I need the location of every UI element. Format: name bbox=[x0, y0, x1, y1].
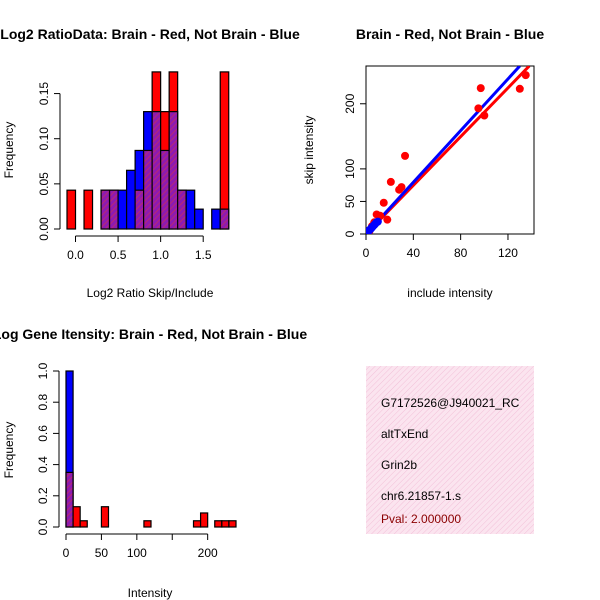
panel-intensity-histogram: Log Gene Itensity: Brain - Red, Not Brai… bbox=[0, 326, 307, 600]
point-brain-9 bbox=[397, 183, 406, 192]
bar-overlap-0-18 bbox=[219, 208, 230, 230]
y-tick-label-2-0: 0.0 bbox=[36, 518, 50, 535]
scatter-y-tick-label-1: 50 bbox=[343, 194, 357, 208]
bar-brain-0-18 bbox=[219, 71, 230, 230]
bar-brain-2-19 bbox=[199, 512, 209, 528]
point-brain-14 bbox=[515, 84, 524, 93]
bar-not-brain-0-6 bbox=[117, 189, 128, 230]
y-tick-label-2-4: 0.8 bbox=[36, 394, 50, 411]
bar-brain-2-11 bbox=[143, 520, 152, 528]
bar-overlap-0-12 bbox=[168, 111, 179, 230]
intensity-hist-bars bbox=[65, 370, 237, 528]
point-brain-10 bbox=[401, 151, 410, 160]
y-tick-label-0-2: 0.10 bbox=[37, 127, 51, 151]
bar-overlap-0-10 bbox=[151, 111, 162, 230]
panel-intensity-scatter: Brain - Red, Not Brain - Blue include in… bbox=[302, 26, 544, 300]
scatter-y-tick-label-3: 200 bbox=[343, 93, 357, 113]
scatter-title: Brain - Red, Not Brain - Blue bbox=[356, 26, 544, 42]
scatter-ylabel: skip intensity bbox=[302, 116, 316, 185]
point-brain-6 bbox=[383, 215, 392, 224]
scatter-x-tick-label-0: 0 bbox=[363, 246, 370, 260]
panel-info-box: G7172526@J940021_RC altTxEnd Grin2b chr6… bbox=[366, 366, 534, 534]
bar-overlap-2-0 bbox=[65, 471, 74, 528]
bar-brain-0-2 bbox=[83, 189, 94, 230]
x-tick-label-0-2: 1.0 bbox=[152, 248, 169, 262]
y-tick-label-2-3: 0.6 bbox=[36, 425, 50, 442]
scatter-y-tick-label-2: 100 bbox=[343, 159, 357, 179]
point-brain-12 bbox=[476, 84, 485, 93]
bar-overlap-0-8 bbox=[134, 189, 145, 230]
scatter-axes: 0 40 80 120 0 50 100 200 bbox=[343, 93, 518, 260]
bar-overlap-0-5 bbox=[108, 189, 119, 230]
bar-not-brain-0-15 bbox=[194, 208, 204, 230]
x-tick-label-0-3: 1.5 bbox=[195, 248, 212, 262]
x-tick-label-0-1: 0.5 bbox=[110, 248, 127, 262]
bar-not-brain-0-14 bbox=[185, 189, 196, 230]
bar-not-brain-0-7 bbox=[125, 169, 136, 230]
y-tick-label-0-0: 0.00 bbox=[37, 217, 51, 241]
info-event-type: altTxEnd bbox=[381, 427, 428, 441]
scatter-marks bbox=[366, 66, 531, 234]
bar-not-brain-0-17 bbox=[211, 208, 221, 230]
intensity-hist-ylabel: Frequency bbox=[2, 422, 16, 479]
point-brain-5 bbox=[379, 198, 388, 207]
bar-overlap-0-4 bbox=[100, 189, 111, 230]
ratio-hist-xlabel: Log2 Ratio Skip/Include bbox=[87, 286, 214, 300]
intensity-hist-axes: 0 50 100 200 0.0 0.2 0.4 0.6 0.8 1.0 bbox=[36, 362, 218, 560]
point-brain-13 bbox=[480, 111, 489, 120]
x-tick-label-0-0: 0.0 bbox=[67, 248, 84, 262]
bar-brain-2-18 bbox=[192, 520, 202, 528]
x-tick-label-2-1: 50 bbox=[95, 546, 109, 560]
bar-brain-0-0 bbox=[66, 189, 77, 230]
scatter-y-tick-label-0: 0 bbox=[343, 230, 357, 237]
info-box-background bbox=[366, 366, 534, 534]
y-tick-label-0-3: 0.15 bbox=[37, 82, 51, 106]
scatter-x-tick-label-3: 120 bbox=[498, 246, 518, 260]
ratio-hist-axes: 0.0 0.5 1.0 1.5 0.00 0.05 0.10 0.15 bbox=[37, 82, 212, 262]
x-tick-label-2-2: 100 bbox=[127, 546, 147, 560]
bar-brain-2-2 bbox=[79, 520, 88, 528]
ratio-hist-title: Log2 RatioData: Brain - Red, Not Brain -… bbox=[0, 26, 300, 42]
y-tick-label-2-2: 0.4 bbox=[36, 456, 50, 473]
point-brain-7 bbox=[386, 177, 395, 186]
scatter-plot-box bbox=[365, 65, 535, 235]
ratio-hist-bars bbox=[66, 71, 230, 230]
info-pval: Pval: 2.000000 bbox=[381, 512, 461, 526]
info-probe-id: G7172526@J940021_RC bbox=[381, 396, 520, 410]
panel-ratio-histogram: Log2 RatioData: Brain - Red, Not Brain -… bbox=[0, 26, 300, 300]
x-tick-label-2-4: 200 bbox=[198, 546, 218, 560]
y-tick-label-2-1: 0.2 bbox=[36, 487, 50, 504]
bar-brain-2-23 bbox=[228, 520, 237, 528]
point-brain-15 bbox=[521, 71, 530, 80]
bar-brain-2-1 bbox=[72, 506, 81, 528]
info-location: chr6.21857-1.s bbox=[381, 489, 461, 503]
intensity-hist-title: Log Gene Itensity: Brain - Red, Not Brai… bbox=[0, 326, 307, 342]
y-tick-label-0-1: 0.05 bbox=[37, 172, 51, 196]
bar-brain-2-21 bbox=[214, 520, 223, 528]
y-tick-label-2-5: 1.0 bbox=[36, 362, 50, 379]
bar-overlap-0-9 bbox=[143, 149, 153, 230]
ratio-hist-ylabel: Frequency bbox=[2, 122, 16, 179]
bar-brain-2-22 bbox=[221, 520, 230, 528]
x-tick-label-2-0: 0 bbox=[63, 546, 70, 560]
intensity-hist-xlabel: Intensity bbox=[128, 586, 173, 600]
point-not-brain-9 bbox=[373, 217, 382, 226]
scatter-xlabel: include intensity bbox=[407, 286, 492, 300]
info-gene-name: Grin2b bbox=[381, 458, 417, 472]
bar-brain-2-5 bbox=[100, 506, 110, 528]
scatter-x-tick-label-1: 40 bbox=[407, 246, 421, 260]
point-brain-11 bbox=[474, 104, 483, 113]
scatter-plot-area bbox=[366, 66, 531, 234]
bar-overlap-0-11 bbox=[160, 149, 170, 230]
bar-overlap-0-13 bbox=[177, 189, 187, 230]
fit-line-not-brain bbox=[366, 66, 521, 234]
scatter-x-tick-label-2: 80 bbox=[454, 246, 468, 260]
